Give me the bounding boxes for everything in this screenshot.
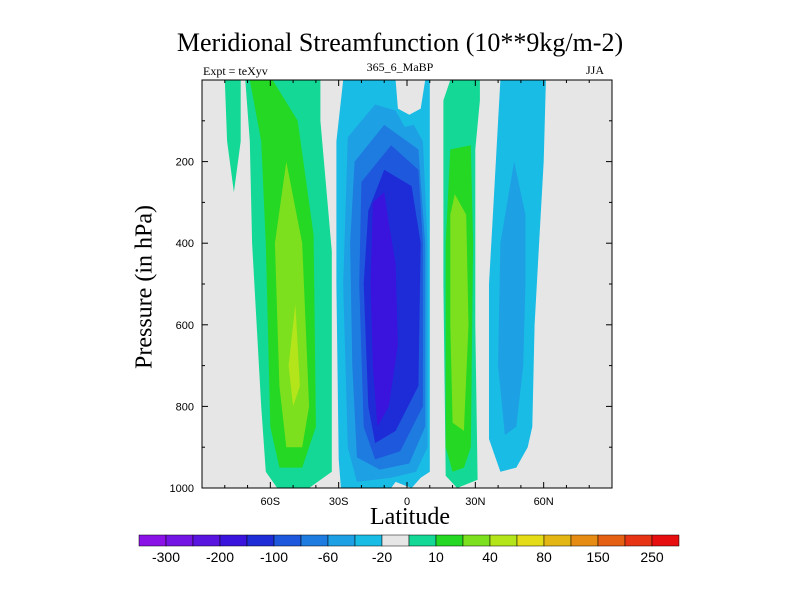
colorbar-swatch (408, 534, 437, 547)
x-tick-label: 30N (465, 496, 485, 508)
colorbar-swatch (354, 534, 383, 547)
x-axis-title: Latitude (370, 504, 450, 530)
subtitle-left: Expt = teXyv (203, 64, 268, 78)
x-tick-label: 30S (329, 496, 349, 508)
colorbar-swatch (543, 534, 572, 547)
x-tick-label: 60S (261, 496, 281, 508)
colorbar-swatch (246, 534, 275, 547)
x-tick-label: 60N (534, 496, 554, 508)
colorbar-swatch (219, 534, 248, 547)
colorbar-label: -200 (206, 549, 234, 565)
colorbar-swatch (435, 534, 464, 547)
colorbar-label: -100 (260, 549, 288, 565)
colorbar-label: -60 (318, 549, 338, 565)
colorbar-swatch (300, 534, 329, 547)
contour-band-0-level-10 (224, 80, 241, 193)
colorbar-swatch (138, 534, 167, 547)
y-tick-label: 600 (176, 320, 194, 332)
x-tick-label: 0 (404, 496, 410, 508)
subtitle-center: 365_6_MaBP (366, 60, 434, 74)
colorbar-label: -300 (152, 549, 180, 565)
y-tick-label: 400 (176, 238, 194, 250)
colorbar-label: -20 (372, 549, 392, 565)
contour-band-13-level-80 (450, 194, 469, 431)
colorbar-label: 40 (482, 549, 498, 565)
colorbar-label: 150 (586, 549, 610, 565)
colorbar-swatch (165, 534, 194, 547)
colorbar-swatch (489, 534, 518, 547)
y-tick-label: 800 (176, 401, 194, 413)
contour-band-15-level-neg60 (498, 161, 526, 435)
colorbar-label: 250 (640, 549, 664, 565)
y-tick-label: 200 (176, 157, 194, 169)
colorbar-swatch (381, 534, 410, 547)
colorbar-swatch (570, 534, 599, 547)
contour-band-4-level-150 (288, 304, 300, 407)
colorbar-label: 80 (536, 549, 552, 565)
colorbar-swatch (273, 534, 302, 547)
axis-ticks: 60S 30S 0 30N 60N 200 400 600 800 1000 (170, 80, 613, 508)
contour-bands (224, 80, 546, 488)
colorbar-label: 10 (428, 549, 444, 565)
y-tick-label: 1000 (170, 483, 194, 495)
contour-band-10-level-neg260 (370, 192, 398, 427)
colorbar-swatch (597, 534, 626, 547)
colorbar: -300 -200 -100 -60 -20 10 40 80 150 250 (138, 534, 680, 565)
colorbar-swatch (624, 534, 653, 547)
colorbar-swatch (462, 534, 491, 547)
colorbar-swatch (651, 534, 680, 547)
contour-band-3-level-80 (274, 161, 310, 448)
chart-title: Meridional Streamfunction (10**9kg/m-2) (176, 28, 624, 57)
colorbar-swatch (516, 534, 545, 547)
colorbar-swatch (327, 534, 356, 547)
colorbar-swatch (192, 534, 221, 547)
subtitle-right: JJA (586, 63, 605, 77)
